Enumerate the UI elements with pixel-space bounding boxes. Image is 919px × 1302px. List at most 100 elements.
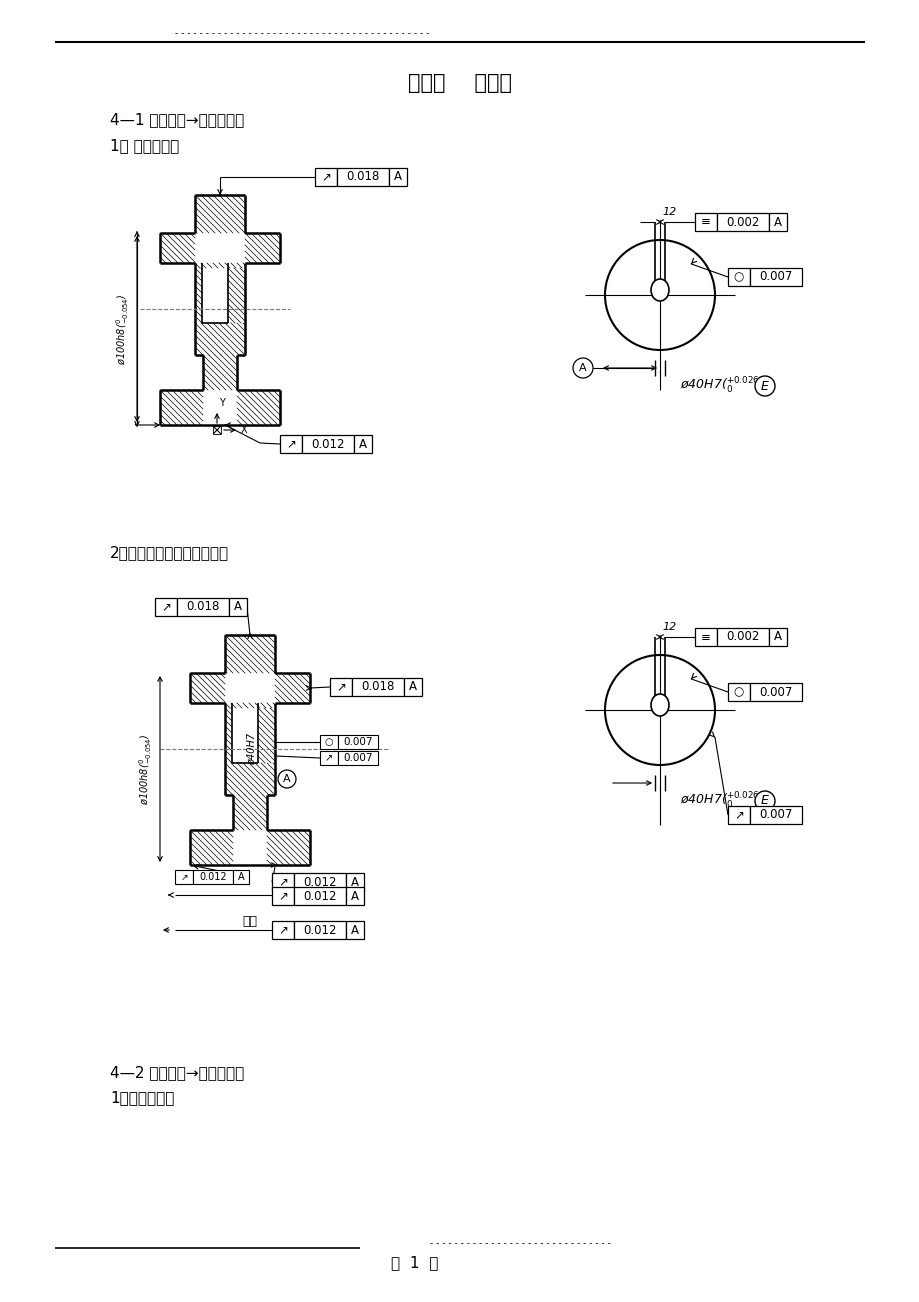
Bar [389, 168, 406, 186]
Text: A: A [237, 872, 244, 881]
Bar [694, 628, 716, 646]
Text: ø40H7($^{+0.026}_{0}$): ø40H7($^{+0.026}_{0}$) [679, 792, 764, 811]
Circle shape [605, 240, 714, 350]
Bar [330, 678, 352, 697]
Bar [727, 806, 749, 824]
Text: ↗: ↗ [161, 600, 171, 613]
Bar [337, 736, 378, 749]
Text: 0.012: 0.012 [303, 889, 336, 902]
Text: 第四章    习题：: 第四章 习题： [407, 73, 512, 92]
Bar [346, 874, 364, 891]
Bar [154, 598, 176, 616]
Text: ↗: ↗ [180, 872, 187, 881]
Text: 0.007: 0.007 [758, 271, 792, 284]
Bar [352, 678, 403, 697]
Text: 1、正确标注：: 1、正确标注： [110, 1090, 175, 1105]
Text: ○: ○ [324, 737, 333, 747]
Bar [727, 684, 749, 700]
Text: ↗: ↗ [335, 681, 346, 694]
Bar [314, 168, 336, 186]
Bar [320, 736, 337, 749]
Text: A: A [283, 773, 290, 784]
Bar [294, 921, 346, 939]
Text: A: A [579, 363, 586, 372]
Text: E: E [760, 794, 768, 807]
Bar [320, 751, 337, 766]
Text: 2、其他正确标注和错误标注: 2、其他正确标注和错误标注 [110, 546, 229, 560]
Text: ≡: ≡ [700, 630, 710, 643]
Text: ø100h8($^0_{-0.054}$): ø100h8($^0_{-0.054}$) [137, 733, 153, 805]
Text: ø40H7: ø40H7 [246, 733, 256, 766]
Text: 0.002: 0.002 [725, 630, 759, 643]
Bar [337, 751, 378, 766]
Text: 0.018: 0.018 [346, 171, 380, 184]
Text: X: X [241, 424, 247, 435]
Bar [176, 598, 229, 616]
Text: 0.007: 0.007 [343, 737, 372, 747]
Bar [193, 870, 233, 884]
Bar [272, 874, 294, 891]
Bar [294, 887, 346, 905]
Bar [768, 628, 786, 646]
Circle shape [278, 769, 296, 788]
Text: A: A [773, 630, 781, 643]
Bar [229, 598, 246, 616]
Text: 0.012: 0.012 [199, 872, 227, 881]
Bar [336, 168, 389, 186]
Text: 0.007: 0.007 [758, 809, 792, 822]
Text: ↗: ↗ [286, 437, 296, 450]
Text: Y: Y [219, 398, 224, 408]
Bar [716, 214, 768, 230]
Bar [354, 435, 371, 453]
Bar [301, 435, 354, 453]
Text: A: A [393, 171, 402, 184]
Text: E: E [760, 379, 768, 392]
Text: - - - - - - - - - - - - - - - - - - - - - - - - - - - - - - - - - - - - - - - - : - - - - - - - - - - - - - - - - - - - - … [175, 29, 432, 38]
Ellipse shape [651, 694, 668, 716]
Text: 0.007: 0.007 [758, 685, 792, 698]
Bar [749, 806, 801, 824]
Text: 0.012: 0.012 [303, 923, 336, 936]
Text: A: A [773, 216, 781, 228]
Bar [727, 268, 749, 286]
Text: ø100h8($^0_{-0.054}$): ø100h8($^0_{-0.054}$) [114, 293, 130, 365]
Text: 0.018: 0.018 [187, 600, 220, 613]
Text: ○: ○ [733, 685, 743, 698]
Bar [213, 426, 221, 434]
Bar [403, 678, 422, 697]
Text: 0.012: 0.012 [303, 875, 336, 888]
Text: ○: ○ [733, 271, 743, 284]
Bar [175, 870, 193, 884]
Bar [272, 921, 294, 939]
Text: 12: 12 [662, 622, 675, 631]
Bar [346, 921, 364, 939]
Text: ↗: ↗ [321, 171, 331, 184]
Circle shape [754, 792, 774, 811]
Text: ↗: ↗ [278, 923, 288, 936]
Bar [694, 214, 716, 230]
Text: 面处: 面处 [243, 915, 257, 928]
Text: 0.007: 0.007 [343, 753, 372, 763]
Text: A: A [351, 875, 358, 888]
Bar [768, 214, 786, 230]
Text: 12: 12 [662, 207, 675, 217]
Text: 4—2 技术要求→图样标注：: 4—2 技术要求→图样标注： [110, 1065, 244, 1079]
Circle shape [573, 358, 593, 378]
Circle shape [754, 376, 774, 396]
Bar [272, 887, 294, 905]
Text: A: A [351, 923, 358, 936]
Text: A: A [358, 437, 367, 450]
Bar [749, 684, 801, 700]
Bar [279, 435, 301, 453]
Text: ↗: ↗ [278, 889, 288, 902]
Text: ø40H7($^{+0.026}_{0}$): ø40H7($^{+0.026}_{0}$) [679, 376, 764, 396]
Bar [346, 887, 364, 905]
Text: ≡: ≡ [700, 216, 710, 228]
Text: 0.018: 0.018 [361, 681, 394, 694]
Text: 第  1  页: 第 1 页 [391, 1255, 438, 1269]
Text: ↗: ↗ [278, 875, 288, 888]
Bar [294, 874, 346, 891]
Text: A: A [351, 889, 358, 902]
Text: 4—1 技术要求→图样标注：: 4—1 技术要求→图样标注： [110, 112, 244, 128]
Text: - - - - - - - - - - - - - - - - - - - - - - - - - - - - - -: - - - - - - - - - - - - - - - - - - - - … [429, 1238, 613, 1247]
